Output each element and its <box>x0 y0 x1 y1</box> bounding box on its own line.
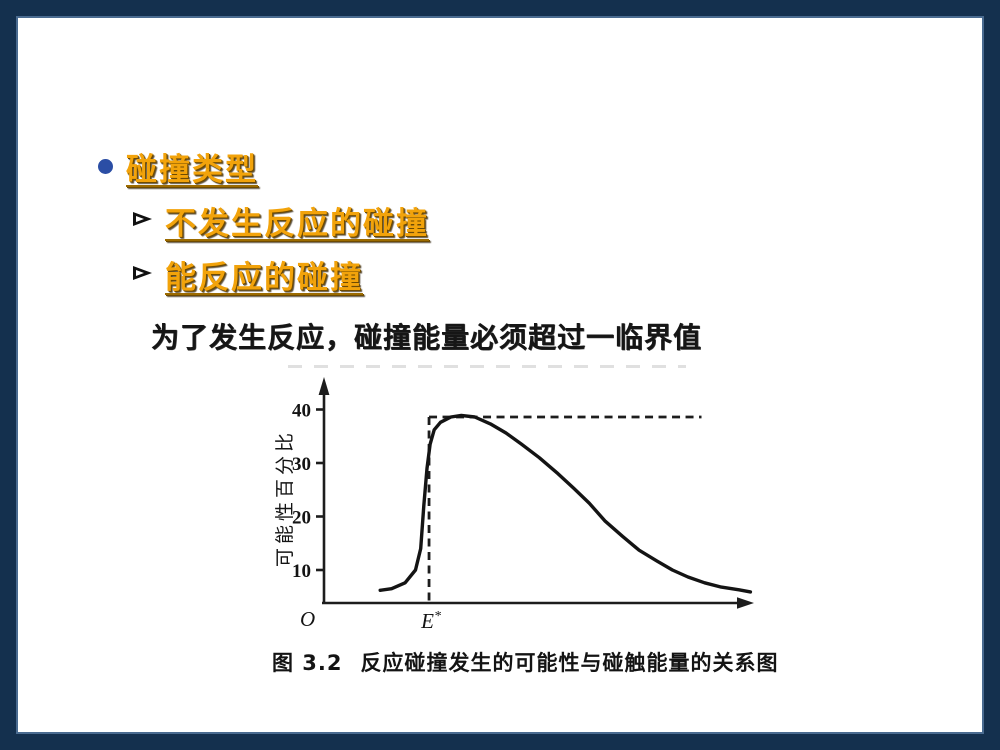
figure-caption: 图 3.2 反应碰撞发生的可能性与碰触能量的关系图 <box>272 647 778 677</box>
y-tick-label: 10 <box>292 561 311 582</box>
origin-label: O <box>300 607 315 631</box>
scan-artifact-line <box>288 365 686 368</box>
y-axis-title: 可能性百分比 <box>274 429 296 567</box>
figure-3-2: 10 20 30 40 可能性百分比 O E* <box>272 372 772 644</box>
sub-bullet-label: 不发生反应的碰撞 <box>165 206 429 242</box>
arrow-bullet-icon <box>132 262 154 288</box>
figure-title: 反应碰撞发生的可能性与碰触能量的关系图 <box>360 651 779 675</box>
threshold-label: E* <box>420 609 441 633</box>
sub-bullet-non-reactive: 不发生反应的碰撞 <box>132 198 429 243</box>
y-tick-label: 30 <box>292 454 311 475</box>
arrow-bullet-icon <box>132 208 154 234</box>
list-title: 碰撞类型 <box>126 152 258 188</box>
sub-bullet-reactive: 能反应的碰撞 <box>132 252 363 297</box>
probability-vs-energy-chart: 10 20 30 40 可能性百分比 O E* <box>274 377 754 633</box>
x-axis-arrow-icon <box>737 597 754 609</box>
probability-curve <box>378 413 753 594</box>
y-axis-arrow-icon <box>318 377 330 395</box>
y-tick-label: 20 <box>292 508 311 529</box>
sub-bullet-label: 能反应的碰撞 <box>165 260 363 296</box>
bullet-dot-icon <box>98 159 113 174</box>
slide-canvas: 碰撞类型 不发生反应的碰撞 能反应的碰撞 为了发生反应，碰撞能量必须超过一临界值… <box>16 16 984 734</box>
bullet-line-collision-types: 碰撞类型 <box>98 144 258 189</box>
figure-number: 图 3.2 <box>272 651 343 675</box>
body-text: 为了发生反应，碰撞能量必须超过一临界值 <box>151 321 703 354</box>
y-tick-label: 40 <box>292 401 311 422</box>
